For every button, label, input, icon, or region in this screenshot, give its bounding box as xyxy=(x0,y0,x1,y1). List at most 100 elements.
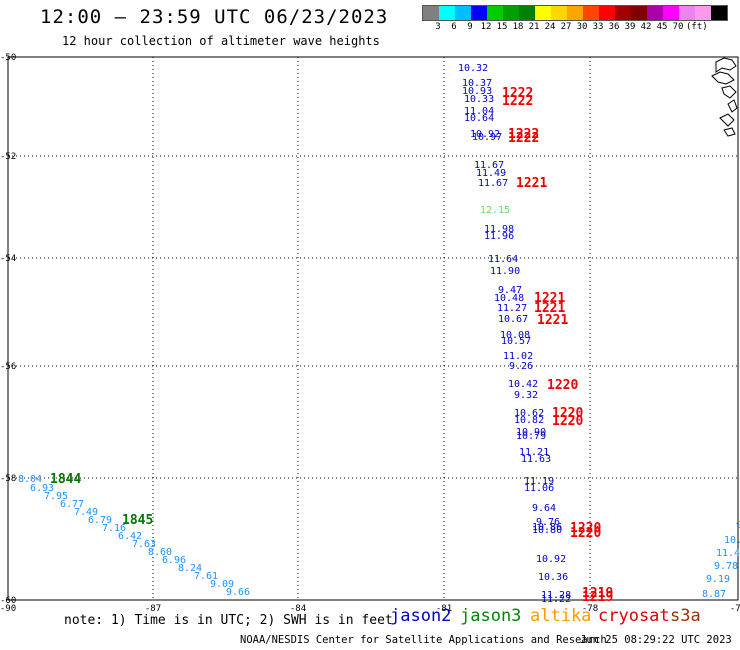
pass-time-label: 1845 xyxy=(122,513,153,528)
color-swatch xyxy=(711,6,727,20)
longitude-label: -90 xyxy=(0,604,16,614)
color-scale-label: 9 xyxy=(467,22,473,32)
longitude-label: -81 xyxy=(436,604,452,614)
jason2-wave-height: 10.37 xyxy=(462,78,492,89)
jason2-wave-height: 11.67 xyxy=(474,160,504,171)
jason3-wave-height: 6.93 xyxy=(30,483,54,494)
jason2-wave-height: 11.64 xyxy=(488,254,518,265)
color-scale-label: 24 xyxy=(544,22,556,32)
jason2-wave-height: 9.76 xyxy=(536,517,560,528)
pass-time-label: 1220 xyxy=(552,414,583,429)
longitude-label: -84 xyxy=(290,604,306,614)
jason2-wave-height: 10.90 xyxy=(516,427,546,438)
longitude-label: -75 xyxy=(730,604,740,614)
jason3-wave-height: 8.60 xyxy=(148,547,172,558)
jason3-wave-height: 7.61 xyxy=(194,571,218,582)
pass-time-label: 1220 xyxy=(552,406,583,421)
color-scale-label: 30 xyxy=(576,22,588,32)
coastline-segment xyxy=(723,127,736,137)
generated-timestamp: Jun 25 08:29:22 UTC 2023 xyxy=(580,634,732,646)
coastline-segment xyxy=(719,113,735,127)
latitude-label: -56 xyxy=(0,362,16,372)
pass-time-label: 1220 xyxy=(570,521,601,536)
pass-time-label: 1221 xyxy=(534,301,565,316)
color-swatch xyxy=(647,6,663,20)
color-swatch xyxy=(487,6,503,20)
jason2-wave-height: 10.82 xyxy=(514,415,544,426)
color-swatch xyxy=(583,6,599,20)
latitude-label: -54 xyxy=(0,254,16,264)
pass-time-label: 1220 xyxy=(547,378,578,393)
color-swatch xyxy=(599,6,615,20)
color-scale-label: 33 xyxy=(592,22,604,32)
pass-time-label: 1221 xyxy=(537,313,568,328)
satellite-legend-item: cryosat xyxy=(598,606,670,626)
jason2-wave-height: 9.47 xyxy=(498,285,522,296)
jason2-wave-height: 9.64 xyxy=(532,503,556,514)
latitude-label: -52 xyxy=(0,152,16,162)
jason2-wave-height: 10.97 xyxy=(472,132,502,143)
color-scale-label: 6 xyxy=(451,22,457,32)
wave-height-readings: 10.3210.3710.9310.3311.0410.6410.9210.97… xyxy=(18,63,740,605)
jason2-wave-height: 11.98 xyxy=(484,224,514,235)
jason3-wave-height: 9.66 xyxy=(226,587,250,598)
longitude-label: -87 xyxy=(145,604,161,614)
coastline-segment xyxy=(715,57,737,73)
pass-time-label: 1222 xyxy=(508,127,539,142)
coastline-segment xyxy=(711,71,735,85)
jason2-wave-height: 10.42 xyxy=(508,379,538,390)
jason3-wave-height: 6.96 xyxy=(162,555,186,566)
latitude-label: -50 xyxy=(0,53,16,63)
color-swatch xyxy=(679,6,695,20)
color-swatch xyxy=(471,6,487,20)
jason2-wave-height: 11.02 xyxy=(503,351,533,362)
satellite-legend-item: jason3 xyxy=(460,606,522,626)
wave-height-color-scale xyxy=(422,5,728,21)
jason3-wave-height: 8.04 xyxy=(18,474,42,485)
jason2-wave-height: 11.63 xyxy=(521,454,551,465)
coastline-segment xyxy=(727,99,738,113)
jason2-wave-height: 11.04 xyxy=(464,106,494,117)
satellite-legend-item: jason2 xyxy=(390,606,452,626)
jason3-wave-height: 9.09 xyxy=(210,579,234,590)
color-swatch xyxy=(455,6,471,20)
jason3-wave-height: 7.49 xyxy=(74,507,98,518)
footer-note: note: 1) Time is in UTC; 2) SWH is in fe… xyxy=(64,613,393,628)
jason3-wave-height: 9.78 xyxy=(714,561,738,572)
jason2-wave-height: 10.92 xyxy=(470,129,500,140)
color-swatch xyxy=(695,6,711,20)
jason2-wave-height: 10.57 xyxy=(501,336,531,347)
jason2-wave-height: 9.32 xyxy=(514,390,538,401)
color-scale-label: 42 xyxy=(640,22,652,32)
jason3-wave-height: 7.16 xyxy=(102,523,126,534)
color-swatch xyxy=(663,6,679,20)
color-scale-label: 18 xyxy=(512,22,524,32)
pass-time-label: 1220 xyxy=(570,526,601,541)
color-scale-label: 3 xyxy=(435,22,441,32)
color-scale-label: 36 xyxy=(608,22,620,32)
map-frame xyxy=(7,56,739,601)
map-title: 12:00 – 23:59 UTC 06/23/2023 xyxy=(40,6,389,28)
pass-time-label: 1222 xyxy=(502,86,533,101)
satellite-legend-item: altika xyxy=(530,606,592,626)
color-swatch xyxy=(631,6,647,20)
coastline-segment xyxy=(721,85,737,99)
jason3-wave-height: 7.63 xyxy=(132,539,156,550)
latitude-label: -58 xyxy=(0,474,16,484)
jason2-wave-height: 10.32 xyxy=(458,63,488,74)
coastline xyxy=(711,57,738,137)
color-swatch xyxy=(519,6,535,20)
jason2-wave-height: 11.67 xyxy=(478,178,508,189)
pass-time-label: 1222 xyxy=(502,94,533,109)
jason2-wave-height: 11.28 xyxy=(541,590,571,601)
color-scale-label: 27 xyxy=(560,22,572,32)
color-scale-label: 45 xyxy=(656,22,668,32)
altimeter-wave-height: 12.15 xyxy=(480,205,510,216)
jason2-wave-height: 11.90 xyxy=(490,266,520,277)
jason3-wave-height: 8.87 xyxy=(702,589,726,600)
jason2-wave-height: 11.06 xyxy=(524,483,554,494)
color-scale-label: (ft) xyxy=(686,22,708,32)
color-scale-label: 15 xyxy=(496,22,508,32)
jason2-wave-height: 11.19 xyxy=(524,476,554,487)
